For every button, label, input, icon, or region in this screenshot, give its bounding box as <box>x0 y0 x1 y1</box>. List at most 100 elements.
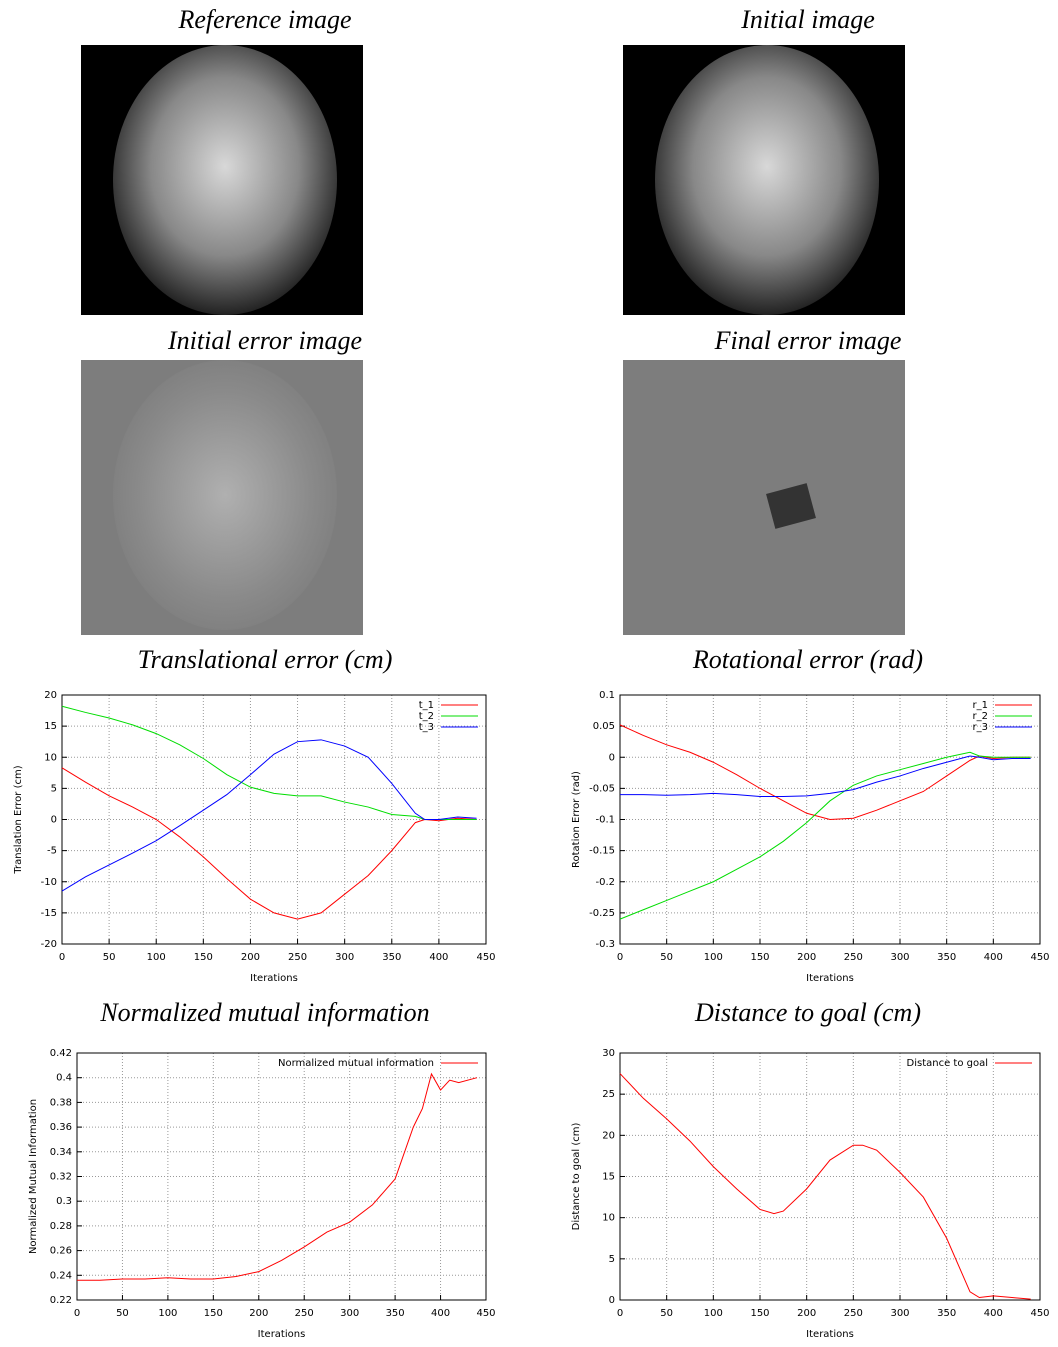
y-tick-label: 0.38 <box>50 1097 72 1108</box>
image <box>623 360 905 635</box>
y-axis-label: Normalized Mutual Information <box>28 1099 39 1254</box>
legend-label: t_3 <box>419 722 434 733</box>
y-tick-label: 0 <box>609 1295 615 1306</box>
x-tick-label: 450 <box>476 952 495 963</box>
image-content <box>113 45 337 315</box>
x-tick-label: 50 <box>660 1308 673 1319</box>
x-tick-label: 350 <box>937 952 956 963</box>
y-tick-label: 15 <box>602 1172 615 1183</box>
x-tick-label: 200 <box>797 952 816 963</box>
legend-label: r_3 <box>973 722 988 733</box>
y-tick-label: 0.42 <box>50 1048 72 1059</box>
y-tick-label: 20 <box>602 1130 615 1141</box>
x-tick-label: 150 <box>204 1308 223 1319</box>
y-tick-label: 30 <box>602 1048 615 1059</box>
series-line <box>619 751 1031 920</box>
x-tick-label: 400 <box>984 952 1003 963</box>
legend-label: r_2 <box>973 711 988 722</box>
image-title: Reference image <box>178 5 352 34</box>
legend-label: Distance to goal <box>907 1058 989 1069</box>
y-tick-label: -0.1 <box>595 815 615 826</box>
image-title: Initial image <box>740 5 875 34</box>
image-content <box>655 45 879 315</box>
x-tick-label: 50 <box>116 1308 129 1319</box>
x-axis-label: Iterations <box>250 973 298 984</box>
legend-label: r_1 <box>973 700 988 711</box>
x-tick-label: 0 <box>617 1308 623 1319</box>
image-title: Initial error image <box>167 326 362 355</box>
y-tick-label: 0.36 <box>50 1122 72 1133</box>
y-tick-label: 0.26 <box>50 1246 72 1257</box>
x-tick-label: 450 <box>476 1308 495 1319</box>
y-tick-label: 0.1 <box>599 690 615 701</box>
image-content <box>113 360 337 630</box>
x-tick-label: 300 <box>340 1308 359 1319</box>
y-axis-label: Translation Error (cm) <box>13 765 24 874</box>
x-tick-label: 0 <box>617 952 623 963</box>
x-tick-label: 100 <box>704 1308 723 1319</box>
x-tick-label: 250 <box>844 1308 863 1319</box>
series-line <box>619 1073 1031 1300</box>
x-tick-label: 300 <box>890 1308 909 1319</box>
x-tick-label: 350 <box>386 1308 405 1319</box>
x-tick-label: 400 <box>429 952 448 963</box>
plot-frame <box>61 694 487 945</box>
y-axis-label: Rotation Error (rad) <box>571 771 582 868</box>
y-tick-label: 0.28 <box>50 1221 72 1232</box>
y-tick-label: 0.24 <box>50 1270 72 1281</box>
x-tick-label: 350 <box>937 1308 956 1319</box>
y-tick-label: -0.25 <box>589 908 615 919</box>
x-axis-label: Iterations <box>258 1329 306 1340</box>
x-tick-label: 250 <box>844 952 863 963</box>
chart-title: Rotational error (rad) <box>692 645 923 674</box>
y-tick-label: 10 <box>602 1213 615 1224</box>
y-tick-label: 0.32 <box>50 1172 72 1183</box>
y-axis-label: Distance to goal (cm) <box>571 1123 582 1231</box>
y-tick-label: 25 <box>602 1089 615 1100</box>
series-line <box>77 1072 478 1281</box>
image-title: Final error image <box>714 326 902 355</box>
chart-title: Translational error (cm) <box>138 645 393 674</box>
y-tick-label: -15 <box>41 908 57 919</box>
y-tick-label: 0.3 <box>56 1196 72 1207</box>
plot-frame <box>76 1052 487 1301</box>
series-line <box>620 755 1031 797</box>
x-tick-label: 50 <box>103 952 116 963</box>
x-tick-label: 100 <box>158 1308 177 1319</box>
x-tick-label: 0 <box>59 952 65 963</box>
y-tick-label: 5 <box>51 783 57 794</box>
x-axis-label: Iterations <box>806 973 854 984</box>
y-tick-label: -0.2 <box>595 877 615 888</box>
x-tick-label: 250 <box>288 952 307 963</box>
x-tick-label: 150 <box>750 952 769 963</box>
x-tick-label: 350 <box>382 952 401 963</box>
x-tick-label: 400 <box>984 1308 1003 1319</box>
x-tick-label: 200 <box>241 952 260 963</box>
x-tick-label: 50 <box>660 952 673 963</box>
x-tick-label: 150 <box>194 952 213 963</box>
y-tick-label: -0.15 <box>589 846 615 857</box>
plot-frame <box>619 1052 1041 1301</box>
x-tick-label: 200 <box>797 1308 816 1319</box>
series-line <box>61 767 477 920</box>
y-tick-label: -5 <box>47 846 57 857</box>
y-tick-label: 15 <box>44 721 57 732</box>
y-tick-label: -0.05 <box>589 783 615 794</box>
y-tick-label: 0.34 <box>50 1147 72 1158</box>
image-panel: Reference image Initial image Initial er… <box>81 5 905 635</box>
y-tick-label: -20 <box>41 939 57 950</box>
y-tick-label: 20 <box>44 690 57 701</box>
x-axis-label: Iterations <box>806 1329 854 1340</box>
x-tick-label: 100 <box>147 952 166 963</box>
x-tick-label: 450 <box>1030 1308 1049 1319</box>
x-tick-label: 0 <box>74 1308 80 1319</box>
y-tick-label: -0.3 <box>595 939 615 950</box>
chart-title: Normalized mutual information <box>99 998 429 1027</box>
x-tick-label: 400 <box>431 1308 450 1319</box>
y-tick-label: 0.22 <box>50 1295 72 1306</box>
x-tick-label: 450 <box>1030 952 1049 963</box>
y-tick-label: 10 <box>44 752 57 763</box>
y-tick-label: 5 <box>609 1254 615 1265</box>
plot-frame <box>619 694 1041 945</box>
